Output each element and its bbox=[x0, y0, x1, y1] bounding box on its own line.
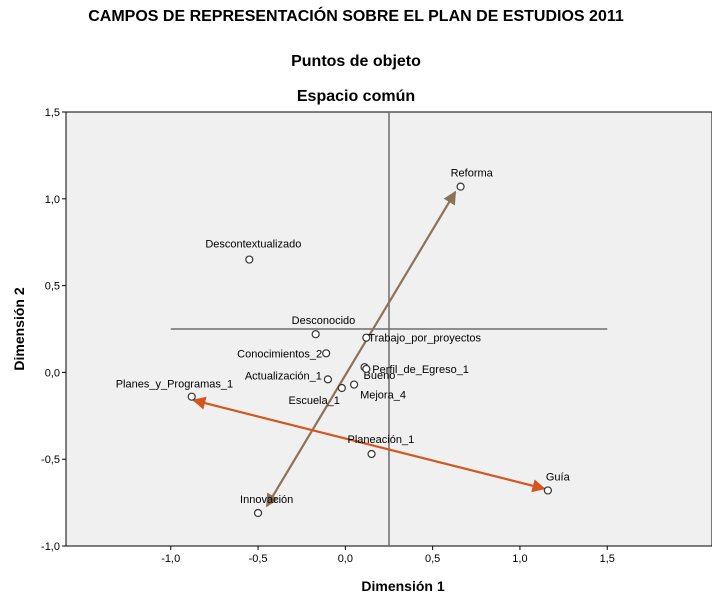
data-point bbox=[253, 508, 263, 518]
data-point-label: Guía bbox=[546, 471, 571, 483]
data-point-label: Trabajo_por_proyectos bbox=[368, 333, 481, 345]
data-point bbox=[311, 330, 320, 339]
data-point-label: Actualización_1 bbox=[245, 370, 322, 382]
y-axis-title: Dimensión 2 bbox=[11, 287, 27, 370]
data-point-label: Escuela_1 bbox=[288, 395, 339, 407]
data-point bbox=[337, 383, 346, 393]
y-tick-label: 0,5 bbox=[45, 281, 60, 293]
y-tick-label: 1,5 bbox=[45, 107, 60, 119]
data-point bbox=[543, 486, 552, 495]
data-point-label: Bueno bbox=[364, 370, 396, 382]
x-axis-title: Dimensión 1 bbox=[361, 578, 444, 594]
x-tick-label: 0,5 bbox=[425, 553, 440, 565]
x-tick-label: -1,0 bbox=[161, 553, 180, 565]
vector-arrow bbox=[192, 396, 546, 493]
data-point bbox=[367, 449, 376, 459]
data-point bbox=[322, 349, 331, 358]
x-tick-label: 1,5 bbox=[600, 553, 615, 565]
data-point bbox=[187, 392, 196, 401]
chart-subtitle: Puntos de objeto bbox=[291, 53, 421, 70]
x-tick-label: 0,0 bbox=[338, 553, 353, 565]
data-point-label: Conocimientos_2 bbox=[237, 348, 322, 360]
chart-main-title: CAMPOS DE REPRESENTACIÓN SOBRE EL PLAN D… bbox=[88, 8, 624, 25]
y-tick-label: 0,0 bbox=[45, 367, 60, 379]
data-point-label: Mejora_4 bbox=[360, 390, 406, 402]
y-tick-label: -0,5 bbox=[41, 454, 60, 466]
chart-subtitle-2: Espacio común bbox=[296, 88, 416, 105]
data-point-label: Desconocido bbox=[292, 315, 356, 327]
x-tick-label: 1,0 bbox=[512, 553, 527, 565]
data-point-label: Planes_y_Programas_1 bbox=[116, 379, 233, 391]
data-point-label: Innovación bbox=[240, 494, 293, 506]
data-point-label: Reforma bbox=[451, 168, 494, 180]
data-point bbox=[362, 333, 371, 342]
data-point bbox=[245, 255, 254, 264]
x-tick-label: -0,5 bbox=[249, 553, 268, 565]
data-point-label: Perfil_de_Egreso_1 bbox=[372, 364, 469, 376]
y-tick-label: -1,0 bbox=[41, 541, 60, 553]
data-point-label: Descontextualizado bbox=[205, 239, 301, 251]
data-point-label: Planeación_1 bbox=[348, 434, 415, 446]
data-point bbox=[456, 182, 465, 191]
data-point bbox=[323, 375, 332, 384]
y-tick-label: 1,0 bbox=[45, 194, 60, 206]
data-point bbox=[362, 364, 371, 374]
data-point bbox=[349, 380, 359, 389]
